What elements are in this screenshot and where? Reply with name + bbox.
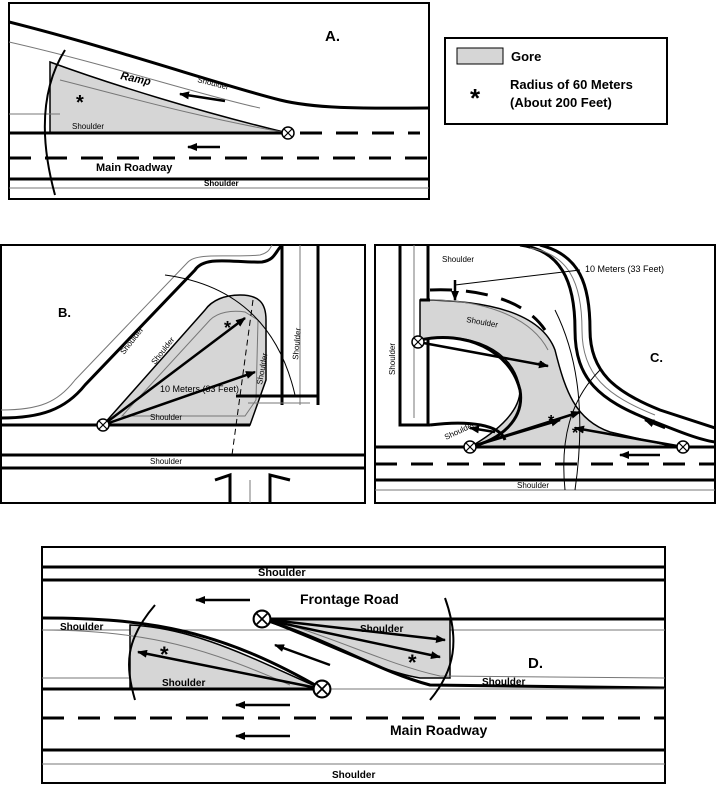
dimension-label: 10 Meters (33 Feet) <box>585 264 664 274</box>
shoulder-label: Shoulder <box>150 457 182 466</box>
shoulder-label: Shoulder <box>258 567 306 579</box>
panel-b-frame <box>0 244 366 504</box>
panel-a-letter: A. <box>325 28 340 45</box>
legend: Gore * Radius of 60 Meters (About 200 Fe… <box>444 37 668 125</box>
shoulder-label: Shoulder <box>150 413 182 422</box>
radius-star: * <box>548 413 555 430</box>
panel-c-letter: C. <box>650 350 663 365</box>
dimension-label: 10 Meters (33 Feet) <box>160 384 239 394</box>
radius-star: * <box>408 650 417 675</box>
shoulder-label: Shoulder <box>162 678 205 689</box>
gore-point-marker <box>463 440 477 454</box>
main-roadway-label: Main Roadway <box>96 162 173 174</box>
panel-d: Shoulder Frontage Road Shoulder Shoulder… <box>41 546 666 784</box>
shoulder-label: Shoulder <box>388 343 397 375</box>
radius-arc <box>429 597 455 701</box>
gore-point-marker <box>96 418 110 432</box>
radius-arc <box>43 49 66 196</box>
dimension-arrow <box>417 340 549 369</box>
gore-point-marker <box>312 679 332 699</box>
panel-b: B. Shoulder Shoulder Shoulder Shoulder S… <box>0 244 366 504</box>
radius-arc <box>164 274 296 396</box>
panel-d-letter: D. <box>528 655 543 672</box>
shoulder-label: Shoulder <box>442 255 474 264</box>
legend-star: * <box>470 83 481 113</box>
gore-point-marker <box>281 126 295 140</box>
frontage-road-label: Frontage Road <box>300 591 399 607</box>
legend-radius-line1: Radius of 60 Meters <box>510 77 633 92</box>
radius-star: * <box>538 359 545 376</box>
panel-a: A. Ramp Shoulder Shoulder Main Roadway S… <box>8 2 430 200</box>
gore-point-marker <box>676 440 690 454</box>
shoulder-label: Shoulder <box>517 481 549 490</box>
flow-arrow <box>179 91 226 103</box>
shoulder-label: Shoulder <box>60 622 103 633</box>
gore-swatch <box>456 47 504 65</box>
radius-arc <box>128 604 156 701</box>
shoulder-label: Shoulder <box>291 327 303 360</box>
radius-star: * <box>160 642 169 667</box>
gore-point-marker <box>411 335 425 349</box>
gore-point-marker <box>252 609 272 629</box>
radius-star: * <box>572 425 579 442</box>
legend-radius-line2: (About 200 Feet) <box>510 95 612 110</box>
radius-star: * <box>76 92 84 114</box>
shoulder-label: Shoulder <box>332 770 375 781</box>
flow-arrow <box>274 643 331 667</box>
shoulder-label: Shoulder <box>72 122 104 131</box>
dimension-arrow <box>102 370 256 427</box>
shoulder-label: Shoulder <box>482 677 525 688</box>
legend-gore-label: Gore <box>511 49 541 64</box>
shoulder-label: Shoulder <box>204 179 239 188</box>
main-roadway-label: Main Roadway <box>390 722 487 738</box>
panel-b-letter: B. <box>58 305 71 320</box>
shoulder-label: Shoulder <box>360 624 403 635</box>
panel-c: C. 10 Meters (33 Feet) Shoulder Shoulder… <box>374 244 716 504</box>
radius-star: * <box>224 318 231 338</box>
dimension-arrow <box>102 317 246 426</box>
